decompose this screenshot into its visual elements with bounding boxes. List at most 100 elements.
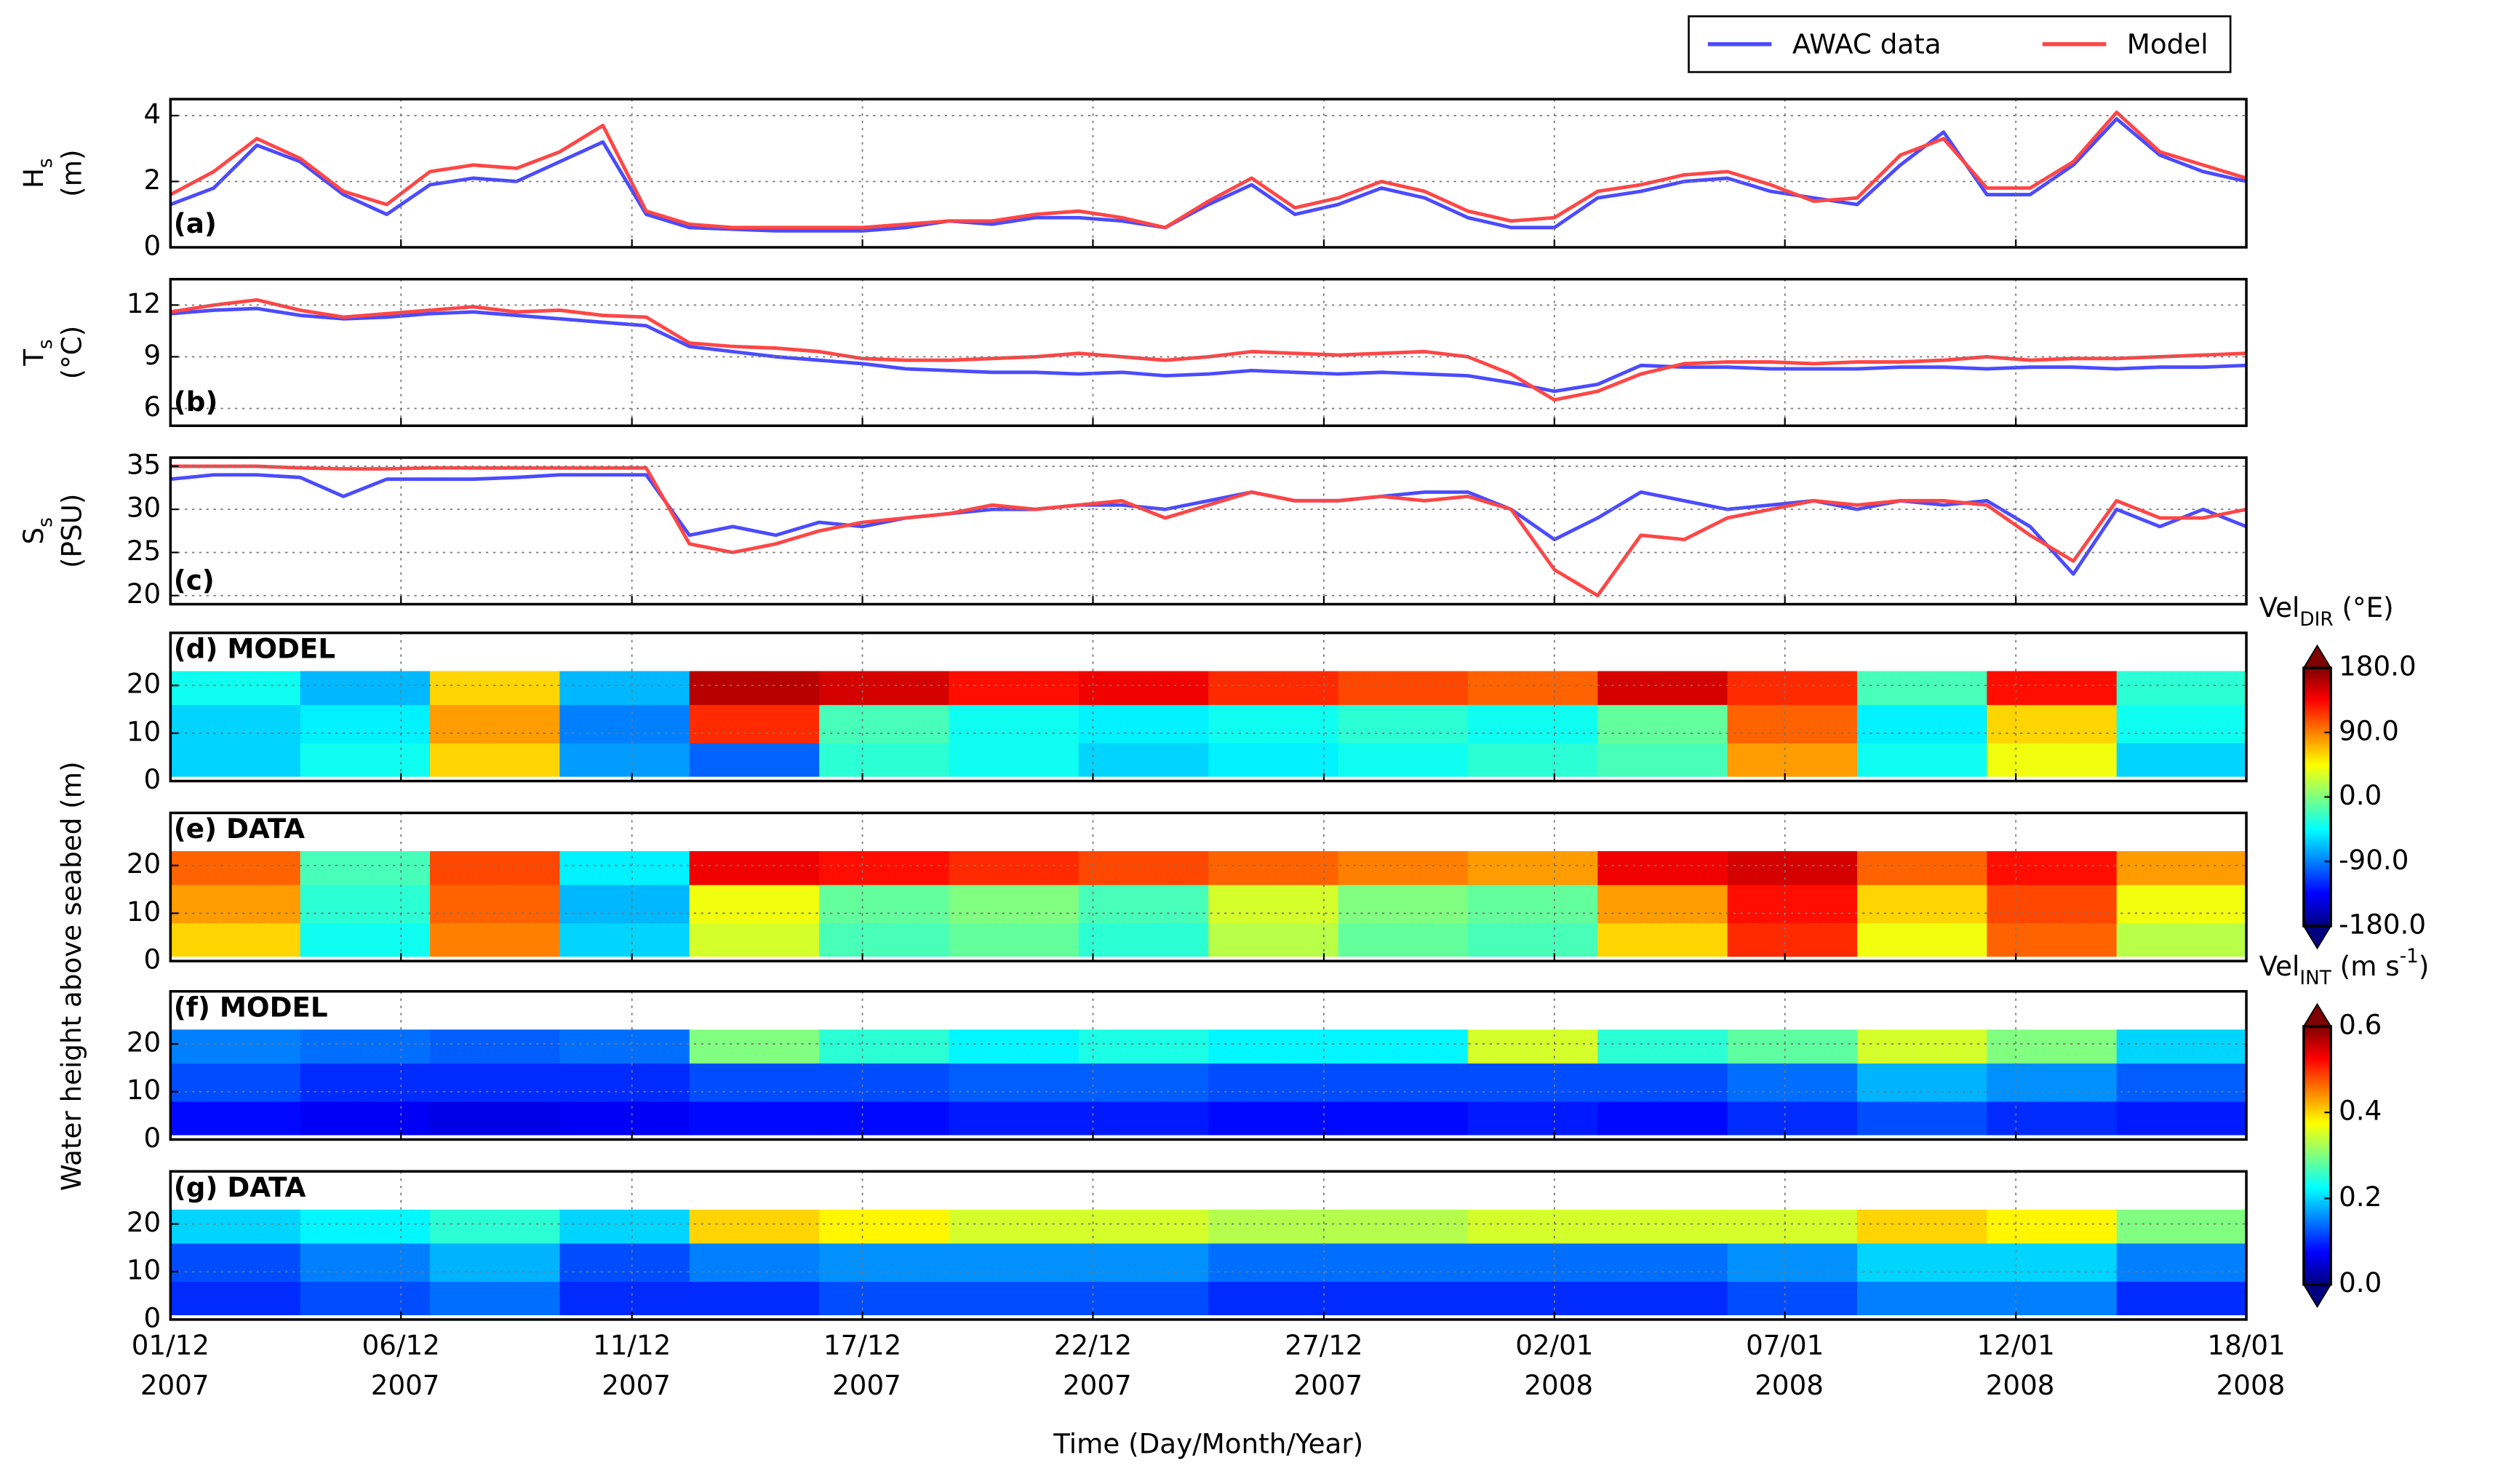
y-label: Water height above seabed (m) xyxy=(55,762,87,1192)
heat-cell xyxy=(1078,1281,1209,1316)
heat-cell xyxy=(2116,1281,2247,1316)
heat-cell xyxy=(1856,743,1988,777)
heat-cell xyxy=(1987,1209,2118,1244)
x-tick-label-line: 2008 xyxy=(1746,1368,1824,1400)
heat-cell xyxy=(1208,885,1339,924)
heat-cell xyxy=(430,671,561,706)
heat-cell xyxy=(689,1101,820,1136)
heat-cell xyxy=(1597,1242,1728,1282)
heat-cell xyxy=(170,743,301,777)
heat-cell xyxy=(1467,704,1598,743)
x-tick-label: 12/01 2008 xyxy=(1977,1329,2055,1401)
heat-cell xyxy=(689,1063,820,1102)
label-part: (PSU) xyxy=(55,494,87,568)
plot-frame xyxy=(169,278,2248,428)
heat-cell xyxy=(1987,1281,2118,1316)
heat-cell xyxy=(1987,743,2118,777)
heat-cell xyxy=(2116,1242,2247,1282)
y-label: (°C) xyxy=(55,326,87,380)
x-tick-label-line: 07/01 xyxy=(1746,1329,1824,1361)
heat-cell xyxy=(300,851,431,885)
x-tick-label-line: 2007 xyxy=(1054,1368,1132,1400)
heat-cell xyxy=(1856,1242,1988,1282)
x-tick-label-line: 27/12 xyxy=(1285,1329,1362,1361)
heat-cell xyxy=(559,1281,690,1316)
plot-frame xyxy=(169,1170,2248,1321)
label-part: DIR xyxy=(2299,609,2333,631)
heat-cell xyxy=(300,922,431,957)
heat-cell xyxy=(819,1063,950,1102)
heat-cell xyxy=(430,922,561,957)
heat-cell xyxy=(1078,704,1209,743)
y-tick-label: 12 xyxy=(127,287,161,319)
heat-cell xyxy=(949,743,1080,777)
heat-cell xyxy=(689,1029,820,1064)
legend-label: AWAC data xyxy=(1792,28,1942,60)
heat-cell xyxy=(1597,1063,1728,1102)
panel-label: (e) DATA xyxy=(174,813,306,845)
heat-cell xyxy=(559,885,690,924)
label-part: S xyxy=(17,527,49,545)
panel-label: (f) MODEL xyxy=(174,991,328,1023)
heat-cell xyxy=(430,743,561,777)
heat-cell xyxy=(689,885,820,924)
heat-cell xyxy=(300,885,431,924)
heat-cell xyxy=(430,1242,561,1282)
colorbar-extend xyxy=(2302,1002,2332,1027)
label-part: Vel xyxy=(2259,591,2300,623)
heat-cell xyxy=(1727,1209,1858,1244)
plot-frame xyxy=(169,811,2248,962)
heat-cell xyxy=(1856,1063,1988,1102)
heat-cell xyxy=(819,885,950,924)
heat-cell xyxy=(1208,1029,1339,1064)
panel: 0 2 4 (a) Hs(m) xyxy=(17,97,2248,261)
y-label: Hs xyxy=(17,158,57,188)
heat-cell xyxy=(1987,1242,2118,1282)
colorbar-tick-label: 0.2 xyxy=(2339,1181,2382,1213)
heat-cell xyxy=(689,851,820,885)
heat-cell xyxy=(1338,851,1469,885)
heat-cell xyxy=(1727,704,1858,743)
y-tick-label: 10 xyxy=(127,1254,161,1286)
x-tick-label-line: 02/01 xyxy=(1515,1329,1593,1361)
y-tick-label: 10 xyxy=(127,715,161,747)
heat-cell xyxy=(1597,1209,1728,1244)
y-tick-label: 10 xyxy=(127,1074,161,1106)
heat-cell xyxy=(1987,671,2118,706)
heat-cell xyxy=(1208,1209,1339,1244)
colorbar-tick-label: 0.0 xyxy=(2339,1266,2382,1298)
heat-cell xyxy=(2116,704,2247,743)
heat-cell xyxy=(1467,885,1598,924)
heat-cell xyxy=(1078,1209,1209,1244)
x-tick-label: 07/01 2008 xyxy=(1746,1329,1824,1401)
x-tick-label-line: 18/01 xyxy=(2207,1329,2285,1361)
y-tick-label: 0 xyxy=(144,763,161,795)
heat-cell xyxy=(949,1063,1080,1102)
panel: 6 9 12 (b) Ts(°C) xyxy=(17,278,2248,428)
heat-cell xyxy=(300,1242,431,1282)
heat-cell xyxy=(689,704,820,743)
x-tick-label-line: 11/12 xyxy=(593,1329,671,1361)
legend: AWAC data Model xyxy=(1688,15,2232,73)
heat-cell xyxy=(170,1029,301,1064)
heat-cell xyxy=(1987,885,2118,924)
panel-label: (a) xyxy=(174,207,217,239)
heat-cell xyxy=(1727,1281,1858,1316)
heat-cell xyxy=(1467,851,1598,885)
heat-cell xyxy=(1467,743,1598,777)
heat-cell xyxy=(689,671,820,706)
heat-cell xyxy=(689,1281,820,1316)
y-tick-label: 10 xyxy=(127,895,161,928)
series-line xyxy=(170,298,2247,402)
heat-cell xyxy=(819,1029,950,1064)
x-tick-label: 11/12 2007 xyxy=(593,1329,671,1401)
label-part: Vel xyxy=(2259,949,2300,981)
y-label: (PSU) xyxy=(55,494,87,568)
heat-cell xyxy=(1208,743,1339,777)
heat-cell xyxy=(1727,1063,1858,1102)
panel-label: (b) xyxy=(174,386,218,418)
panel-label: (c) xyxy=(174,564,215,596)
label-part: s xyxy=(35,339,57,349)
